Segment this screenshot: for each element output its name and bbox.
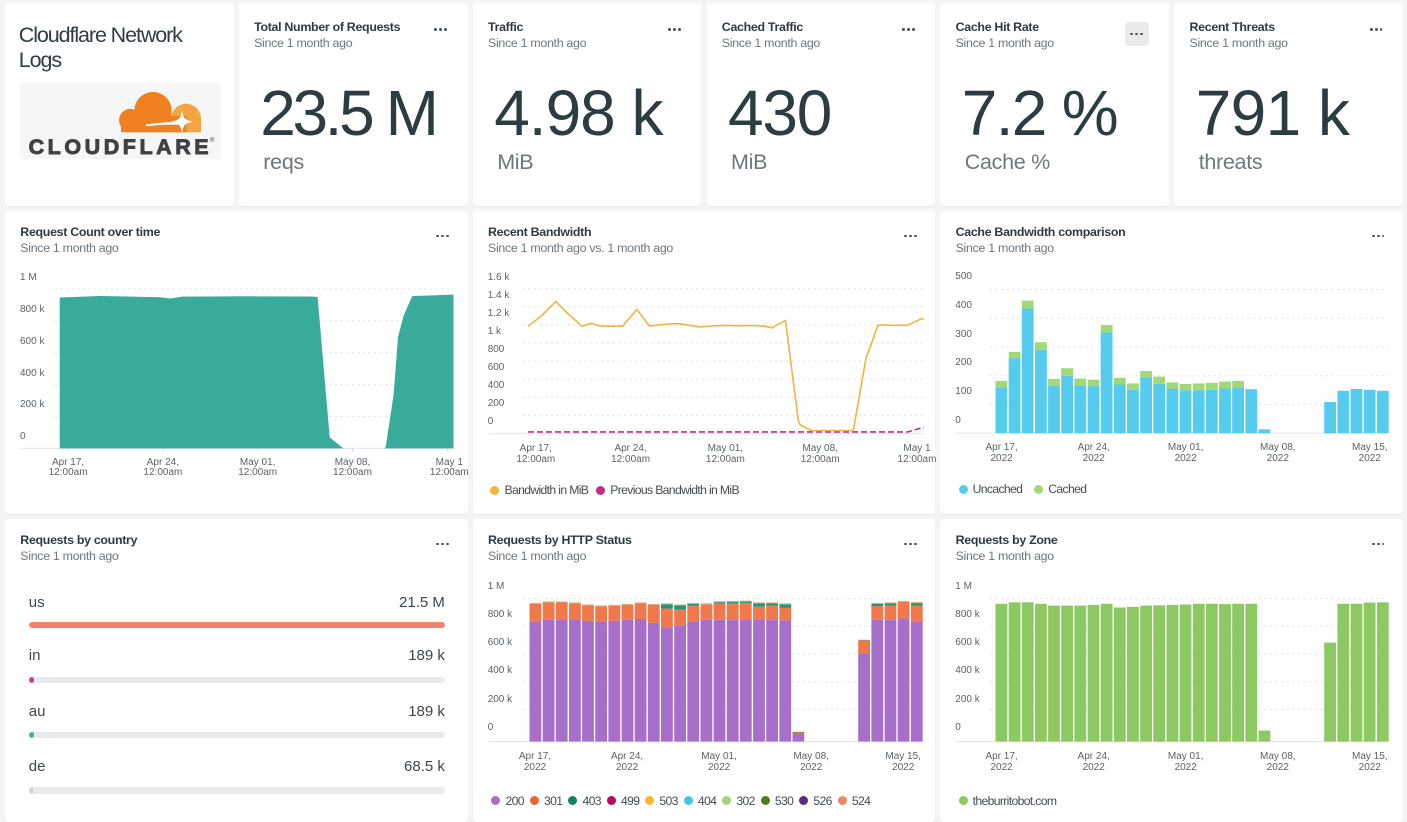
svg-text:CLOUDFLARE: CLOUDFLARE xyxy=(28,134,212,158)
svg-text:®: ® xyxy=(210,137,215,144)
